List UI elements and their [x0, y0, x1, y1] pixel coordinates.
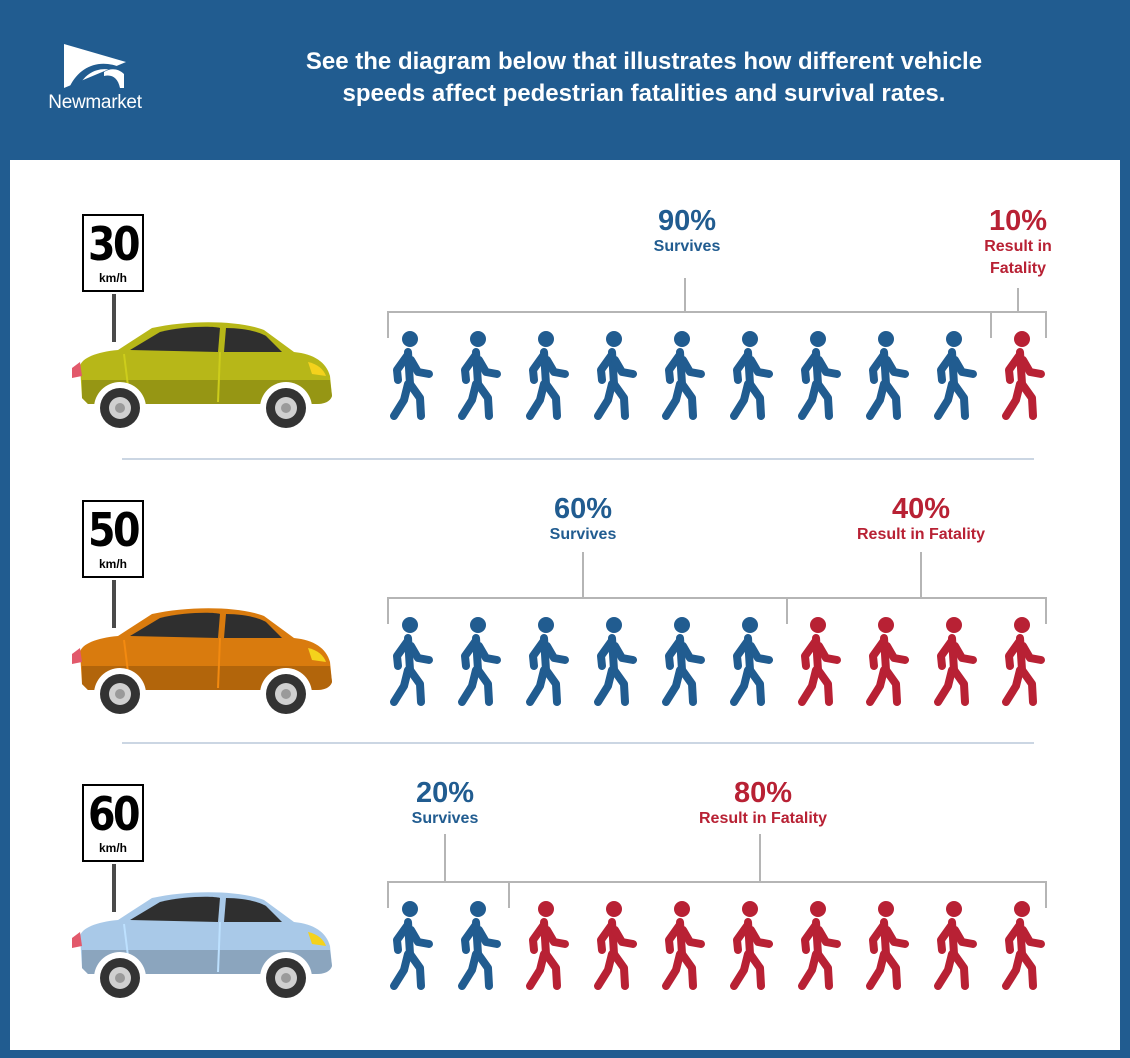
group-brackets — [387, 278, 1047, 338]
survivor-pedestrian-icon — [660, 330, 708, 426]
car — [68, 604, 334, 724]
fatality-pedestrian-icon — [1000, 616, 1048, 712]
fatality-pedestrian-icon — [728, 900, 776, 996]
header-banner: Newmarket See the diagram below that ill… — [0, 0, 1130, 160]
title-line-1: See the diagram below that illustrates h… — [305, 48, 983, 75]
speed-limit-sign: 50 km/h — [82, 500, 144, 578]
car — [68, 318, 334, 438]
fatality-pedestrian-icon — [1000, 330, 1048, 426]
car — [68, 888, 334, 1008]
fatal-percent: 80% — [733, 777, 793, 809]
fatal-label: 10% Result in Fatality — [918, 206, 1118, 280]
survive-text: Survives — [653, 238, 721, 255]
bracket-line — [387, 311, 1047, 338]
speed-value: 50 — [88, 503, 140, 557]
sign-post — [112, 580, 116, 628]
survivor-pedestrian-icon — [660, 616, 708, 712]
speed-unit: km/h — [98, 841, 127, 855]
survivor-pedestrian-icon — [864, 330, 912, 426]
bracket-line — [387, 881, 1047, 908]
fatality-pedestrian-icon — [524, 900, 572, 996]
survive-percent: 20% — [415, 777, 475, 809]
sign-post — [112, 864, 116, 912]
bracket-line — [387, 597, 1047, 624]
group-brackets — [387, 834, 1047, 908]
page-title: See the diagram below that illustrates h… — [200, 46, 1088, 110]
pedestrian-group — [388, 900, 1058, 1000]
fatality-pedestrian-icon — [932, 616, 980, 712]
speed-unit: km/h — [98, 557, 127, 571]
speed-limit-sign: 30 km/h — [82, 214, 144, 292]
fatality-pedestrian-icon — [864, 900, 912, 996]
speed-unit: km/h — [98, 271, 127, 285]
survive-label: 20% Survives — [345, 778, 545, 830]
survivor-pedestrian-icon — [932, 330, 980, 426]
survivor-pedestrian-icon — [388, 616, 436, 712]
survivor-pedestrian-icon — [456, 900, 504, 996]
fatality-pedestrian-icon — [932, 900, 980, 996]
title-line-2: speeds affect pedestrian fatalities and … — [342, 80, 946, 107]
fatality-pedestrian-icon — [660, 900, 708, 996]
fatality-pedestrian-icon — [1000, 900, 1048, 996]
survivor-pedestrian-icon — [592, 616, 640, 712]
fatal-label: 40% Result in Fatality — [821, 494, 1021, 546]
survivor-pedestrian-icon — [456, 330, 504, 426]
group-brackets — [387, 552, 1047, 624]
survivor-pedestrian-icon — [388, 900, 436, 996]
fatal-percent: 40% — [891, 493, 951, 525]
survivor-pedestrian-icon — [456, 616, 504, 712]
sign-post — [112, 294, 116, 342]
diagram-panel: 30 km/h 90% Survives 10% Result in Fatal… — [10, 160, 1120, 1050]
survivor-pedestrian-icon — [388, 330, 436, 426]
survive-percent: 90% — [657, 205, 717, 237]
survive-text: Survives — [411, 810, 479, 827]
row-divider — [122, 458, 1034, 460]
speed-limit-sign: 60 km/h — [82, 784, 144, 862]
survivor-pedestrian-icon — [728, 616, 776, 712]
speed-row-60: 60 km/h 20% Survives 80% Result in Fatal… — [10, 760, 1120, 1050]
car-icon — [72, 608, 332, 720]
speed-value: 30 — [88, 217, 140, 271]
car-icon — [72, 892, 332, 1004]
survivor-pedestrian-icon — [796, 330, 844, 426]
survive-percent: 60% — [553, 493, 613, 525]
logo-text: Newmarket — [48, 92, 142, 113]
fatality-pedestrian-icon — [592, 900, 640, 996]
fatal-label: 80% Result in Fatality — [663, 778, 863, 830]
fatal-percent: 10% — [988, 205, 1048, 237]
survive-label: 60% Survives — [483, 494, 683, 546]
survivor-pedestrian-icon — [592, 330, 640, 426]
survive-label: 90% Survives — [587, 206, 787, 258]
pedestrian-group — [388, 616, 1058, 716]
survivor-pedestrian-icon — [728, 330, 776, 426]
fatal-text-line-1: Result in Fatality — [856, 526, 986, 543]
fatal-text-line-1: Result in Fatality — [698, 810, 828, 827]
speed-value: 60 — [88, 787, 140, 841]
fatality-pedestrian-icon — [796, 900, 844, 996]
pedestrian-group — [388, 330, 1058, 430]
newmarket-logo-icon — [64, 44, 126, 88]
fatal-text-line-1: Result in — [984, 238, 1052, 255]
newmarket-logo: Newmarket — [30, 40, 160, 120]
row-divider — [122, 742, 1034, 744]
car-icon — [72, 322, 332, 434]
fatality-pedestrian-icon — [864, 616, 912, 712]
speed-row-30: 30 km/h 90% Survives 10% Result in Fatal… — [10, 190, 1120, 480]
fatality-pedestrian-icon — [796, 616, 844, 712]
speed-row-50: 50 km/h 60% Survives 40% Result in Fatal… — [10, 476, 1120, 766]
survive-text: Survives — [549, 526, 617, 543]
survivor-pedestrian-icon — [524, 330, 572, 426]
survivor-pedestrian-icon — [524, 616, 572, 712]
fatal-text-line-2: Fatality — [989, 260, 1046, 277]
